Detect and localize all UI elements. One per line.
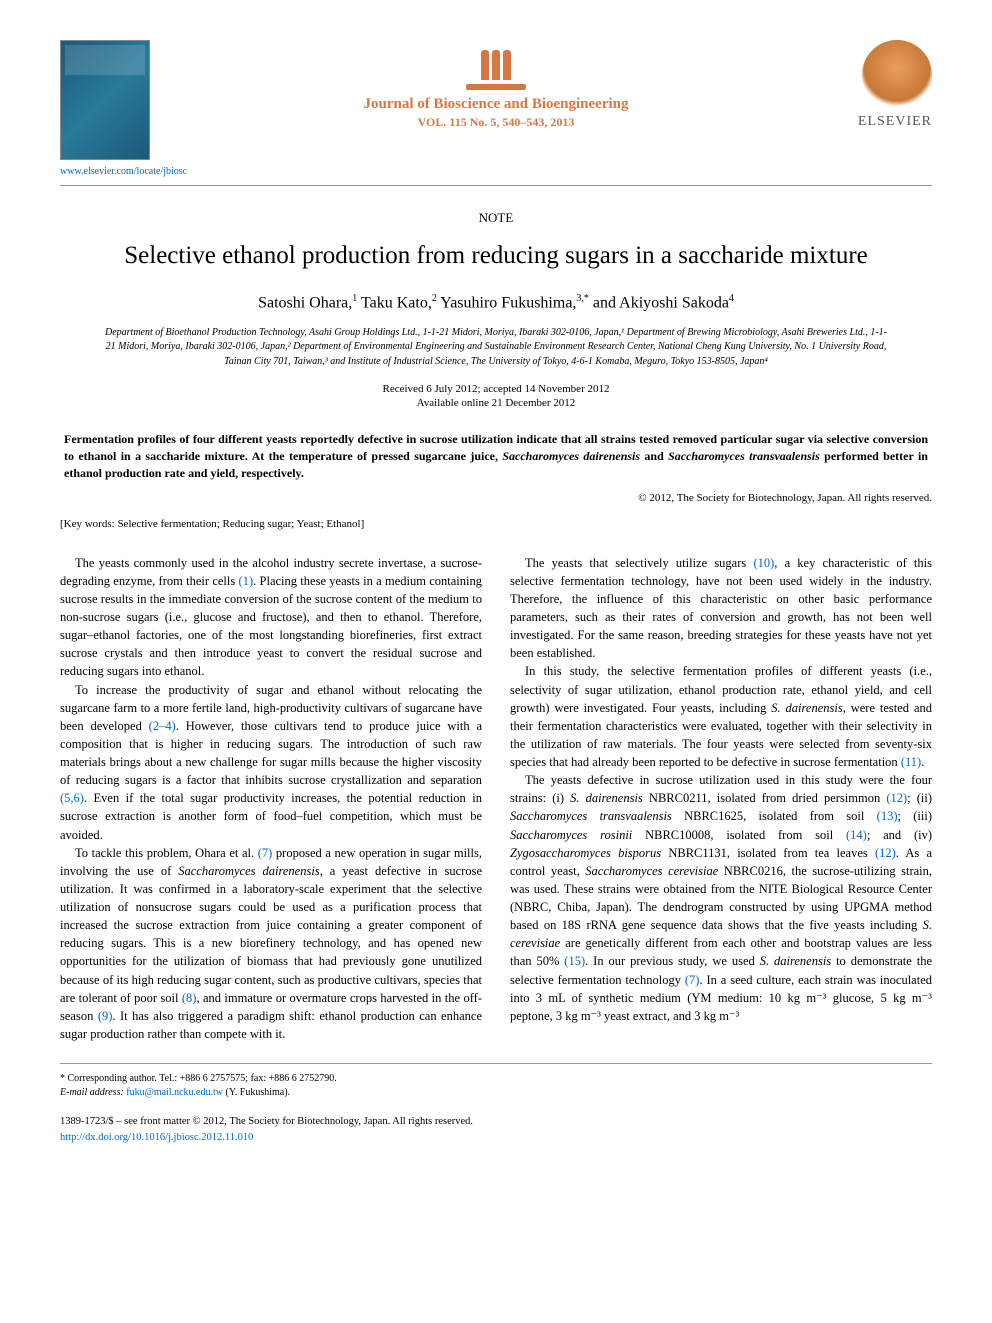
publisher-block: ELSEVIER [812, 40, 932, 130]
species-name: Zygosaccharomyces bisporus [510, 846, 661, 860]
page-footer: 1389-1723/$ – see front matter © 2012, T… [60, 1114, 932, 1146]
species-name: S. dairenensis [570, 791, 643, 805]
body-text: . Placing these yeasts in a medium conta… [60, 574, 482, 679]
journal-cover-image [60, 40, 150, 160]
journal-name: Journal of Bioscience and Bioengineering [180, 96, 812, 113]
received-accepted-dates: Received 6 July 2012; accepted 14 Novemb… [60, 383, 932, 395]
affiliations: Department of Bioethanol Production Tech… [100, 326, 892, 370]
body-text: NBRC1625, isolated from soil [672, 809, 877, 823]
body-text: ; (iii) [897, 809, 932, 823]
email-link[interactable]: fuku@mail.ncku.edu.tw [126, 1087, 223, 1098]
body-text: . [921, 755, 924, 769]
species-name: Saccharomyces transvaalensis [668, 449, 820, 463]
body-text: To tackle this problem, Ohara et al. [75, 846, 258, 860]
body-text: ; and (iv) [867, 828, 932, 842]
reference-link[interactable]: (12) [886, 791, 907, 805]
journal-volume: VOL. 115 No. 5, 540–543, 2013 [180, 115, 812, 130]
reference-link[interactable]: (11) [901, 755, 921, 769]
issn-copyright: 1389-1723/$ – see front matter © 2012, T… [60, 1114, 932, 1130]
body-text: , a yeast defective in sucrose utilizati… [60, 864, 482, 1005]
reference-link[interactable]: (5,6) [60, 791, 84, 805]
body-text: . It has also triggered a paradigm shift… [60, 1009, 482, 1041]
reference-link[interactable]: (9) [98, 1009, 113, 1023]
body-text: ; (ii) [907, 791, 932, 805]
elsevier-label: ELSEVIER [812, 114, 932, 130]
species-name: Saccharomyces rosinii [510, 828, 632, 842]
body-text: . Even if the total sugar productivity i… [60, 791, 482, 841]
paragraph: In this study, the selective fermentatio… [510, 662, 932, 771]
keywords-list: Selective fermentation; Reducing sugar; … [117, 518, 364, 530]
journal-title-block: Journal of Bioscience and Bioengineering… [180, 40, 812, 130]
reference-link[interactable]: (14) [846, 828, 867, 842]
reference-link[interactable]: (12) [875, 846, 896, 860]
body-text: , a key characteristic of this selective… [510, 556, 932, 661]
reference-link[interactable]: (15) [564, 954, 585, 968]
reference-link[interactable]: (7) [685, 973, 700, 987]
footnote-divider [60, 1063, 932, 1064]
paragraph: The yeasts that selectively utilize suga… [510, 554, 932, 663]
body-text: . In our previous study, we used [585, 954, 760, 968]
reference-link[interactable]: (8) [182, 991, 197, 1005]
keywords-label: [Key words: [60, 518, 117, 530]
reference-link[interactable]: (2–4) [149, 719, 176, 733]
copyright-line: © 2012, The Society for Biotechnology, J… [60, 492, 932, 504]
paragraph: To increase the productivity of sugar an… [60, 681, 482, 844]
doi-link[interactable]: http://dx.doi.org/10.1016/j.jbiosc.2012.… [60, 1132, 253, 1143]
article-body: The yeasts commonly used in the alcohol … [60, 554, 932, 1043]
body-text: NBRC1131, isolated from tea leaves [661, 846, 875, 860]
email-label: E-mail address: [60, 1087, 126, 1098]
species-name: S. dairenensis [760, 954, 831, 968]
online-date: Available online 21 December 2012 [60, 397, 932, 409]
journal-locate-link[interactable]: www.elsevier.com/locate/jbiosc [60, 166, 180, 177]
email-author: (Y. Fukushima). [223, 1087, 290, 1098]
paragraph: The yeasts defective in sucrose utilizat… [510, 771, 932, 1025]
article-type-label: NOTE [60, 210, 932, 226]
page-header: www.elsevier.com/locate/jbiosc Journal o… [60, 40, 932, 177]
reference-link[interactable]: (7) [258, 846, 273, 860]
species-name: Saccharomyces transvaalensis [510, 809, 672, 823]
body-text: The yeasts that selectively utilize suga… [525, 556, 753, 570]
article-title: Selective ethanol production from reduci… [60, 240, 932, 273]
abstract: Fermentation profiles of four different … [64, 431, 928, 481]
keywords-line: [Key words: Selective fermentation; Redu… [60, 518, 932, 530]
header-divider [60, 185, 932, 186]
reference-link[interactable]: (10) [753, 556, 774, 570]
species-name: Saccharomyces cerevisiae [585, 864, 718, 878]
corresponding-author-footnote: * Corresponding author. Tel.: +886 6 275… [60, 1072, 932, 1100]
journal-cover-block: www.elsevier.com/locate/jbiosc [60, 40, 180, 177]
body-text: NBRC0211, isolated from dried persimmon [643, 791, 887, 805]
species-name: S. dairenensis [771, 701, 842, 715]
reference-link[interactable]: (13) [877, 809, 898, 823]
body-text: NBRC10008, isolated from soil [632, 828, 846, 842]
species-name: Saccharomyces dairenensis [502, 449, 640, 463]
paragraph: To tackle this problem, Ohara et al. (7)… [60, 844, 482, 1043]
elsevier-tree-icon [862, 40, 932, 110]
journal-logo-icon [466, 40, 526, 80]
paragraph: The yeasts commonly used in the alcohol … [60, 554, 482, 681]
corresponding-contact: * Corresponding author. Tel.: +886 6 275… [60, 1072, 932, 1086]
abstract-text: and [640, 449, 668, 463]
author-list: Satoshi Ohara,1 Taku Kato,2 Yasuhiro Fuk… [60, 293, 932, 312]
species-name: Saccharomyces dairenensis [178, 864, 319, 878]
reference-link[interactable]: (1) [239, 574, 254, 588]
